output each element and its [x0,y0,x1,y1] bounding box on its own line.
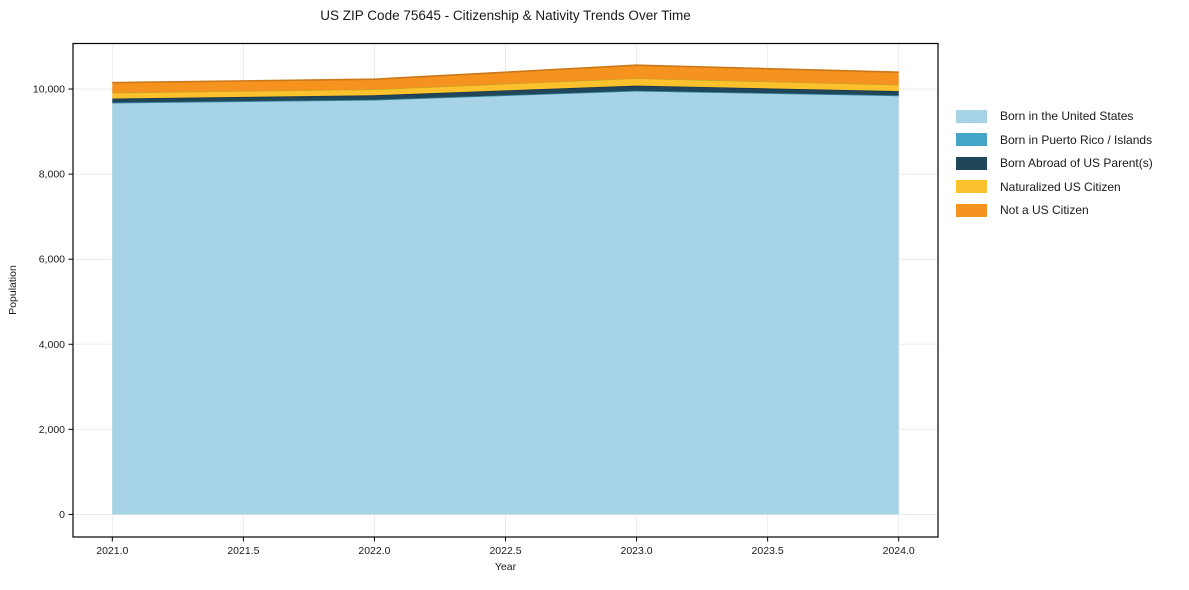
legend: Born in the United States Born in Puerto … [956,109,1153,217]
legend-item: Naturalized US Citizen [956,180,1153,194]
area-band-edge [112,77,899,94]
legend-label: Naturalized US Citizen [1000,179,1121,194]
x-tick-label: 2021.5 [227,545,259,557]
legend-label: Born in Puerto Rico / Islands [1000,132,1153,147]
x-axis-label: Year [494,561,517,573]
legend-label: Not a US Citizen [1000,203,1089,217]
legend-item: Born in the United States [956,109,1153,123]
legend-swatch [956,203,987,217]
area-band [112,90,899,515]
y-tick-label: 8,000 [39,169,65,181]
y-tick-label: 2,000 [39,424,65,436]
area-band-edge [112,89,899,104]
legend-item: Not a US Citizen [956,203,1153,217]
legend-swatch [956,180,987,193]
x-tick-label: 2022.5 [489,545,521,557]
legend-item: Born in Puerto Rico / Islands [956,133,1153,147]
area-band [112,78,899,99]
area-band-edge [112,64,899,84]
x-tick-label: 2024.0 [883,545,915,557]
area-band [112,65,899,93]
x-tick-label: 2023.0 [620,545,652,557]
legend-swatch [956,156,987,170]
y-tick-label: 0 [59,509,65,521]
legend-swatch [956,133,987,146]
y-tick-label: 4,000 [39,339,65,351]
x-tick-label: 2023.5 [752,545,784,557]
y-tick-label: 10,000 [33,84,65,96]
y-axis-label: Population [7,265,19,315]
area-band [112,85,899,103]
x-tick-label: 2022.0 [358,545,390,557]
x-tick-label: 2021.0 [96,545,128,557]
legend-label: Born Abroad of US Parent(s) [1000,156,1153,170]
chart-title: US ZIP Code 75645 - Citizenship & Nativi… [320,8,691,23]
y-tick-label: 6,000 [39,254,65,266]
legend-item: Born Abroad of US Parent(s) [956,156,1153,170]
legend-swatch [956,109,987,123]
legend-label: Born in the United States [1000,109,1134,123]
